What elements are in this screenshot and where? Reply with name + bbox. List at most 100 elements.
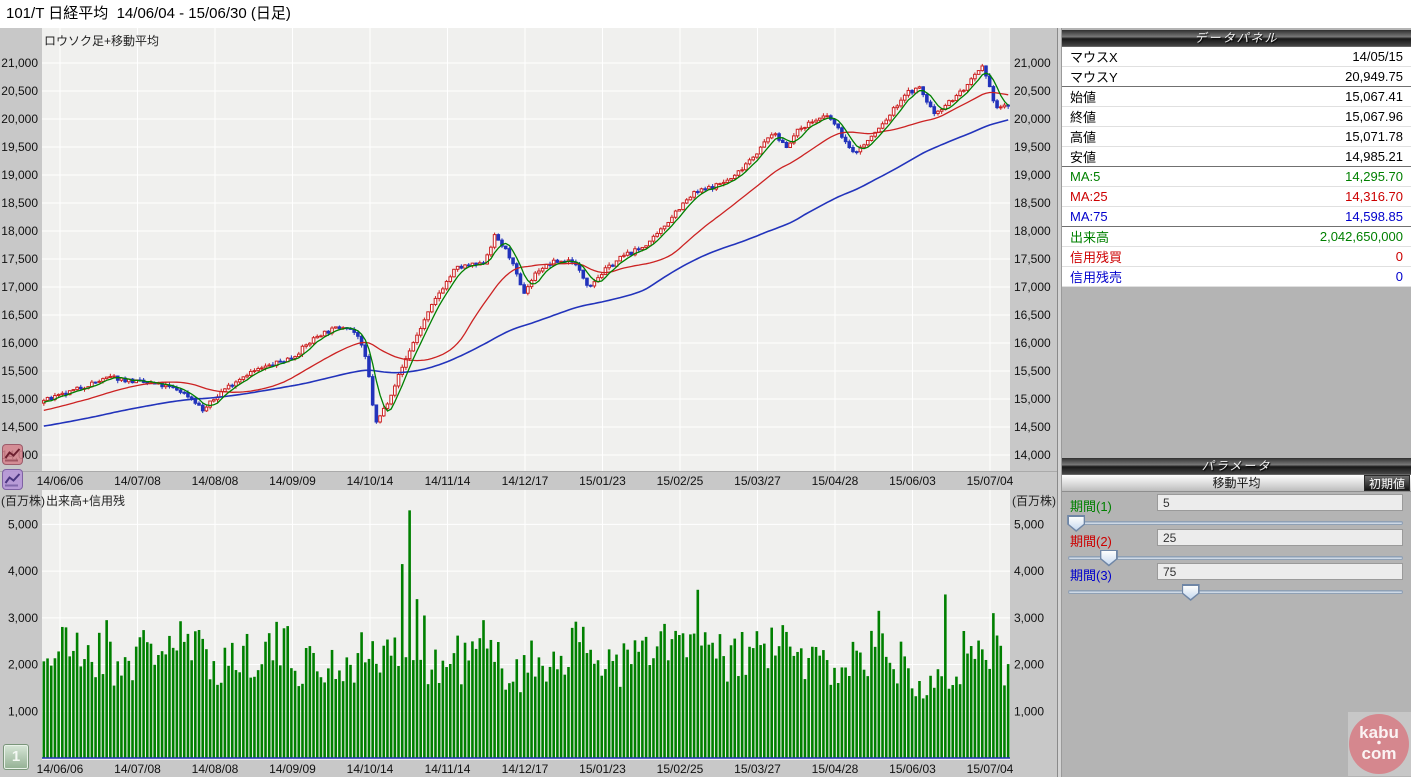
svg-text:20,500: 20,500 [1014, 84, 1051, 98]
svg-text:15,500: 15,500 [1014, 364, 1051, 378]
price-plot-bg [0, 28, 1057, 471]
volume-chart-canvas[interactable]: 5,000 5,000 4,000 4,000 3,000 3,000 2,000 2,000… [0, 490, 1057, 760]
period-slider[interactable] [1064, 515, 1407, 533]
line-chart-icon [4, 448, 21, 462]
data-panel-header: データパネル [1062, 30, 1411, 47]
svg-text:15,000: 15,000 [1, 392, 38, 406]
side-panel: データパネル マウスX 14/05/15 マウスY 20,949.75 始値 15,067… [1062, 28, 1411, 777]
parameter-group: 期間(2) 25 [1062, 528, 1411, 567]
x-axis-label: 14/10/14 [346, 762, 394, 776]
price-chart-canvas[interactable]: 21,000 21,000 20,500 20,500 20,000 20,000 19,5… [0, 28, 1057, 471]
price-gridlines [42, 28, 1010, 471]
data-panel-row: マウスX 14/05/15 [1062, 47, 1411, 67]
svg-text:18,500: 18,500 [1, 196, 38, 210]
slider-track[interactable] [1068, 590, 1403, 594]
x-axis-label: 15/04/28 [811, 474, 859, 488]
svg-text:17,500: 17,500 [1014, 252, 1051, 266]
data-panel-row: MA:5 14,295.70 [1062, 167, 1411, 187]
slider-thumb[interactable] [1181, 584, 1200, 601]
data-panel-row-value: 15,071.78 [1345, 129, 1403, 144]
svg-text:2,000: 2,000 [8, 658, 38, 672]
chart-column: 21,000 21,000 20,500 20,500 20,000 20,000 19,5… [0, 28, 1057, 777]
data-panel-row-value: 14,598.85 [1345, 209, 1403, 224]
page-1-button[interactable]: 1 [3, 744, 29, 770]
svg-text:16,500: 16,500 [1014, 308, 1051, 322]
svg-text:1,000: 1,000 [1014, 704, 1044, 718]
period-label: 期間(3) [1070, 568, 1112, 583]
slider-thumb[interactable] [1099, 549, 1118, 567]
parameter-group: 期間(1) 5 [1062, 494, 1411, 532]
volume-chart-title: 出来高+信用残 [46, 494, 126, 508]
logo-text-kabu: kabu [1359, 723, 1399, 742]
chart-pane-icon-volume[interactable] [2, 469, 23, 490]
x-axis-label: 15/02/25 [656, 474, 704, 488]
data-panel-row-label: 信用残買 [1070, 250, 1123, 265]
x-axis-label: 15/01/23 [579, 762, 626, 776]
svg-text:17,500: 17,500 [1, 252, 38, 266]
line-chart-icon [4, 473, 21, 487]
slider-thumb[interactable] [1067, 515, 1086, 532]
svg-text:4,000: 4,000 [8, 564, 38, 578]
parameter-panel-header: パラメータ [1062, 458, 1411, 475]
svg-text:19,000: 19,000 [1014, 168, 1051, 182]
x-axis-label: 14/12/17 [501, 474, 549, 488]
price-chart[interactable]: 21,000 21,000 20,500 20,500 20,000 20,000 19,5… [0, 28, 1057, 471]
x-axis-label: 14/09/09 [269, 474, 316, 488]
reset-defaults-button[interactable]: 初期値 [1364, 475, 1410, 491]
svg-text:5,000: 5,000 [8, 517, 38, 531]
x-axis-label: 14/09/09 [269, 762, 316, 776]
svg-text:14,500: 14,500 [1, 420, 38, 434]
data-panel-row-value: 15,067.96 [1345, 109, 1403, 124]
x-axis-label: 14/06/06 [36, 762, 84, 776]
x-axis-label: 15/03/27 [734, 474, 781, 488]
data-panel-row-label: 終値 [1070, 110, 1097, 125]
svg-text:14,000: 14,000 [1014, 448, 1051, 462]
volume-unit-label-right: (百万株) [1012, 494, 1056, 508]
svg-text:3,000: 3,000 [8, 611, 38, 625]
period-value-field[interactable]: 75 [1157, 563, 1403, 580]
panel-splitter[interactable] [1057, 28, 1062, 777]
slider-track[interactable] [1068, 555, 1403, 560]
data-panel-row: マウスY 20,949.75 [1062, 67, 1411, 87]
x-axis-label: 15/03/27 [734, 762, 781, 776]
x-axis-label: 15/04/28 [811, 762, 859, 776]
period-value-field[interactable]: 25 [1157, 528, 1403, 546]
svg-text:16,000: 16,000 [1, 336, 38, 350]
x-axis-strip-bottom: 14/06/06 14/07/08 14/08/08 14/09/09 14/10/14… [0, 760, 1057, 777]
x-axis-label: 14/11/14 [424, 474, 471, 488]
volume-y-axis-labels: 5,000 5,000 4,000 4,000 3,000 3,000 2,000 2,000… [8, 517, 1044, 718]
x-axis-label: 14/07/08 [114, 762, 161, 776]
svg-text:16,500: 16,500 [1, 308, 38, 322]
svg-text:17,000: 17,000 [1014, 280, 1051, 294]
svg-text:4,000: 4,000 [1014, 564, 1044, 578]
chart-pane-icon-price[interactable] [2, 444, 23, 465]
data-panel-row-label: MA:25 [1070, 189, 1108, 204]
x-axis-label: 14/08/08 [191, 762, 239, 776]
x-axis-label: 14/12/17 [501, 762, 549, 776]
parameter-group: 期間(3) 75 [1062, 563, 1411, 601]
price-chart-title: ロウソク足+移動平均 [44, 34, 160, 48]
svg-text:16,000: 16,000 [1014, 336, 1051, 350]
data-panel-row-value: 0 [1395, 249, 1403, 264]
svg-text:19,500: 19,500 [1, 140, 38, 154]
svg-text:17,000: 17,000 [1, 280, 38, 294]
svg-text:20,500: 20,500 [1, 84, 38, 98]
period-label: 期間(2) [1070, 533, 1112, 549]
svg-text:15,500: 15,500 [1, 364, 38, 378]
data-panel-row: MA:25 14,316.70 [1062, 187, 1411, 207]
period-value-field[interactable]: 5 [1157, 494, 1403, 511]
period-slider[interactable] [1064, 549, 1407, 568]
parameter-panel: パラメータ 移動平均 初期値 期間(1) 5 期間(2) 25 期間(3) 75 [1062, 458, 1411, 601]
kabu-com-watermark: kabu ・ com [1348, 712, 1411, 776]
slider-track[interactable] [1068, 521, 1403, 525]
svg-text:20,000: 20,000 [1, 112, 38, 126]
data-panel-row: 終値 15,067.96 [1062, 107, 1411, 127]
svg-text:19,000: 19,000 [1, 168, 38, 182]
volume-chart[interactable]: 5,000 5,000 4,000 4,000 3,000 3,000 2,000 2,000… [0, 490, 1057, 760]
data-panel-row: 始値 15,067.41 [1062, 87, 1411, 107]
svg-text:15,000: 15,000 [1014, 392, 1051, 406]
x-axis-label: 14/08/08 [191, 474, 239, 488]
period-slider[interactable] [1064, 584, 1407, 602]
svg-text:3,000: 3,000 [1014, 611, 1044, 625]
svg-text:21,000: 21,000 [1014, 56, 1051, 70]
